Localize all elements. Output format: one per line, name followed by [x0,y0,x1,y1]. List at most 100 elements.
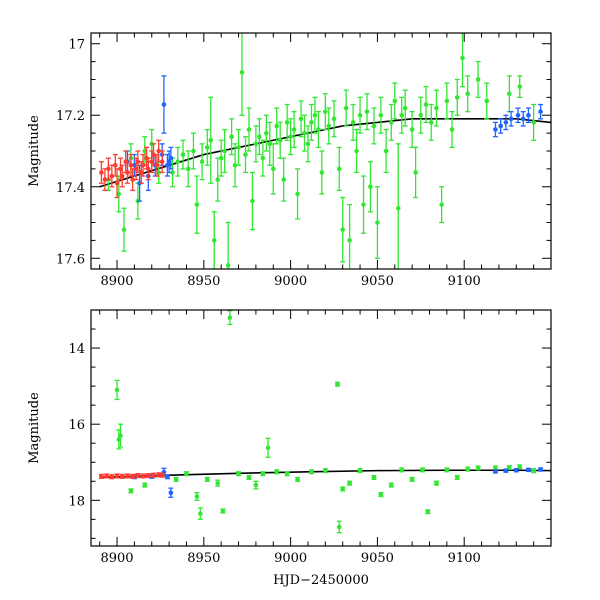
data-point [418,112,424,118]
data-point [264,130,269,136]
data-point [340,227,345,232]
y-ticks-1 [91,309,551,539]
data-point [125,170,130,175]
data-point [444,467,450,473]
data-point [99,474,104,479]
data-point [364,109,370,114]
data-point [184,471,189,476]
data-point [260,155,266,161]
data-point [151,472,156,478]
data-point [350,120,356,125]
data-point [156,148,161,154]
data-point [140,473,146,479]
data-point [428,120,434,125]
data-point [347,238,352,243]
data-point [109,173,115,179]
data-point [128,163,134,168]
x-ticks-1 [99,310,552,546]
data-point [194,494,200,499]
data-point [102,177,108,182]
data-point [119,474,125,479]
data-point [281,177,286,182]
data-point [284,120,290,125]
data-point [389,482,394,488]
data-point [225,263,231,268]
data-point [498,123,503,129]
data-point [199,159,205,165]
data-point [340,486,345,492]
data-point [211,238,217,243]
data-point [267,141,273,147]
x-tick-label: 8950 [187,551,220,566]
data-point [253,141,259,147]
y-tick-label: 14 [68,342,85,357]
data-point [232,163,238,168]
data-point [246,475,252,480]
data-point [409,127,415,132]
data-point [239,70,245,75]
y-ticks-0 [91,43,551,259]
data-point [159,472,165,478]
data-point [243,152,248,157]
data-point [135,473,141,478]
data-point [270,166,276,172]
data-point [227,315,233,320]
data-point [130,177,135,182]
data-point [128,488,134,494]
data-point [336,166,342,172]
data-point [114,180,120,186]
series-0 [98,139,165,199]
data-point [125,473,130,479]
data-point [493,127,498,132]
top-panel: 8900 8950 9000 9050 9100 17 17.2 17.4 17.6 Magnit… [27,32,552,289]
data-point [173,477,179,482]
data-point [378,492,384,497]
data-point [484,98,490,104]
data-point [257,134,262,139]
data-point [309,469,314,475]
series-1 [131,467,544,498]
data-point [508,116,514,122]
data-point [378,112,384,118]
data-point [106,166,111,172]
series-0 [98,472,165,480]
data-point [371,123,377,129]
data-point [291,127,297,132]
bottom-panel: 8900 8950 9000 9050 9100 14 16 18 Magnitude HJD−2… [27,309,552,588]
data-point [389,120,394,125]
data-point [145,166,151,172]
plot-frame [90,309,552,547]
data-point [185,166,191,172]
data-point [517,84,523,89]
data-point [503,120,509,125]
data-point [520,116,526,122]
data-point [151,152,156,157]
y-tick-label: 17 [68,38,85,53]
data-point [168,155,174,161]
data-point [284,471,290,476]
data-point [104,473,109,479]
data-point [434,105,439,111]
data-point [454,475,460,480]
x-tick-label: 8900 [100,551,133,566]
data-point [383,148,389,154]
data-point [253,482,259,488]
data-point [118,433,123,438]
data-point [526,112,531,118]
data-point [503,468,509,473]
data-point [191,148,196,154]
x-tick-label: 9000 [274,274,307,289]
data-point [319,170,325,175]
data-point [399,467,405,473]
data-point [159,159,165,165]
data-point [517,464,523,470]
data-point [229,134,234,139]
data-point [302,130,307,136]
data-point [180,152,186,157]
data-point [507,91,512,97]
x-tick-label: 9100 [448,551,481,566]
data-point [343,105,349,111]
data-point [538,109,543,114]
data-point [119,173,125,179]
data-point [198,511,203,516]
